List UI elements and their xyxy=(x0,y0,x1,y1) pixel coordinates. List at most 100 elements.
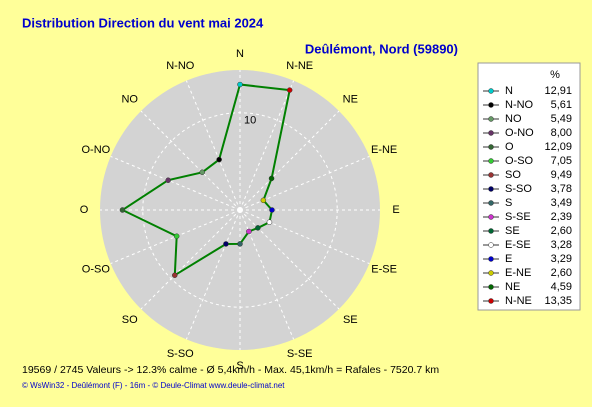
r-tick-label: 10 xyxy=(244,115,256,127)
legend-label: N-NE xyxy=(505,295,532,307)
wind-point xyxy=(223,241,229,247)
wind-point xyxy=(260,197,267,204)
direction-label: O-NO xyxy=(82,144,111,156)
spoke xyxy=(185,80,241,211)
legend-marker xyxy=(488,200,494,206)
wind-point xyxy=(237,81,243,88)
wind-point xyxy=(119,207,126,213)
spoke xyxy=(110,209,241,265)
legend-unit: % xyxy=(550,69,560,81)
legend-marker xyxy=(488,172,494,178)
legend-label: E-SE xyxy=(505,239,531,251)
footer-note: 19569 / 2745 Valeurs -> 12.3% calme - Ø … xyxy=(22,364,439,376)
legend-value: 12,91 xyxy=(544,85,572,97)
legend-label: N xyxy=(505,85,513,97)
spoke xyxy=(239,209,370,265)
direction-label: N-NO xyxy=(166,60,195,72)
legend-value: 2,60 xyxy=(551,225,572,237)
spoke xyxy=(239,80,295,211)
wind-point xyxy=(255,225,261,231)
direction-label: SO xyxy=(122,314,138,326)
legend-value: 8,00 xyxy=(551,127,572,139)
wind-point xyxy=(199,169,206,176)
direction-label: S-SE xyxy=(287,348,313,360)
direction-label: NE xyxy=(343,94,358,106)
direction-label: S xyxy=(236,360,243,372)
legend-marker xyxy=(488,256,494,262)
direction-label: O-SO xyxy=(82,264,111,276)
chart-title: Distribution Direction du vent mai 2024 xyxy=(22,15,264,30)
legend-value: 5,61 xyxy=(551,99,572,111)
legend-label: O-SO xyxy=(505,155,534,167)
spoke xyxy=(140,110,241,211)
legend-label: O xyxy=(505,141,514,153)
legend-value: 12,09 xyxy=(544,141,572,153)
legend-label: SO xyxy=(505,169,521,181)
legend-label: S-SE xyxy=(505,211,531,223)
spoke xyxy=(110,155,241,211)
legend-marker xyxy=(488,158,494,164)
legend-marker xyxy=(488,270,494,276)
legend-label: S-SO xyxy=(505,183,532,195)
direction-label: SE xyxy=(343,314,358,326)
legend-box xyxy=(477,62,581,311)
spoke xyxy=(239,209,295,340)
spoke xyxy=(185,209,241,340)
direction-label: NO xyxy=(121,94,138,106)
legend-marker xyxy=(488,298,494,304)
spoke xyxy=(140,209,241,310)
legend-label: SE xyxy=(505,225,520,237)
legend-marker xyxy=(488,102,494,108)
legend-value: 2,60 xyxy=(551,267,572,279)
legend-marker xyxy=(488,144,494,150)
direction-label: N-NE xyxy=(286,60,313,72)
direction-label: S-SO xyxy=(167,348,194,360)
wind-point xyxy=(165,177,171,183)
legend-value: 3,29 xyxy=(551,253,572,265)
legend-value: 3,28 xyxy=(551,239,572,251)
legend-value: 7,05 xyxy=(551,155,572,167)
direction-label: E-NE xyxy=(371,144,397,156)
legend-label: N-NO xyxy=(505,99,534,111)
spoke xyxy=(239,155,370,211)
legend-value: 3,49 xyxy=(551,197,572,209)
legend-value: 13,35 xyxy=(544,295,572,307)
legend-label: S xyxy=(505,197,512,209)
direction-label: N xyxy=(236,48,244,60)
wind-point xyxy=(173,233,180,239)
legend-marker xyxy=(488,214,494,220)
legend-label: E xyxy=(505,253,512,265)
wind-point xyxy=(269,207,275,213)
legend-value: 4,59 xyxy=(551,281,572,293)
legend-marker xyxy=(488,130,494,136)
legend-value: 3,78 xyxy=(551,183,572,195)
legend-label: O-NO xyxy=(505,127,534,139)
legend-value: 5,49 xyxy=(551,113,572,125)
legend-marker xyxy=(488,88,494,94)
wind-point xyxy=(246,228,252,235)
direction-label: E-SE xyxy=(371,264,397,276)
legend-value: 2,39 xyxy=(551,211,572,223)
legend-marker xyxy=(488,284,494,290)
legend-value: 9,49 xyxy=(551,169,572,181)
legend-marker xyxy=(488,228,494,234)
wind-point xyxy=(216,156,222,163)
chart-subtitle: Deûlémont, Nord (59890) xyxy=(305,41,458,56)
wind-point xyxy=(268,175,275,182)
legend-marker xyxy=(488,242,494,248)
direction-label: E xyxy=(392,204,399,216)
legend-label: NO xyxy=(505,113,522,125)
wind-point xyxy=(237,241,243,247)
spoke xyxy=(239,209,340,310)
wind-point xyxy=(286,87,293,93)
direction-label: O xyxy=(80,204,89,216)
wind-point xyxy=(172,272,178,278)
credit-note: © WsWin32 - Deûlémont (F) - 16m - © Deul… xyxy=(22,381,285,390)
grid-ring xyxy=(142,112,338,308)
legend-marker xyxy=(488,186,494,192)
legend-marker xyxy=(488,116,494,122)
spoke xyxy=(239,110,340,211)
legend-label: E-NE xyxy=(505,267,531,279)
legend-label: NE xyxy=(505,281,520,293)
